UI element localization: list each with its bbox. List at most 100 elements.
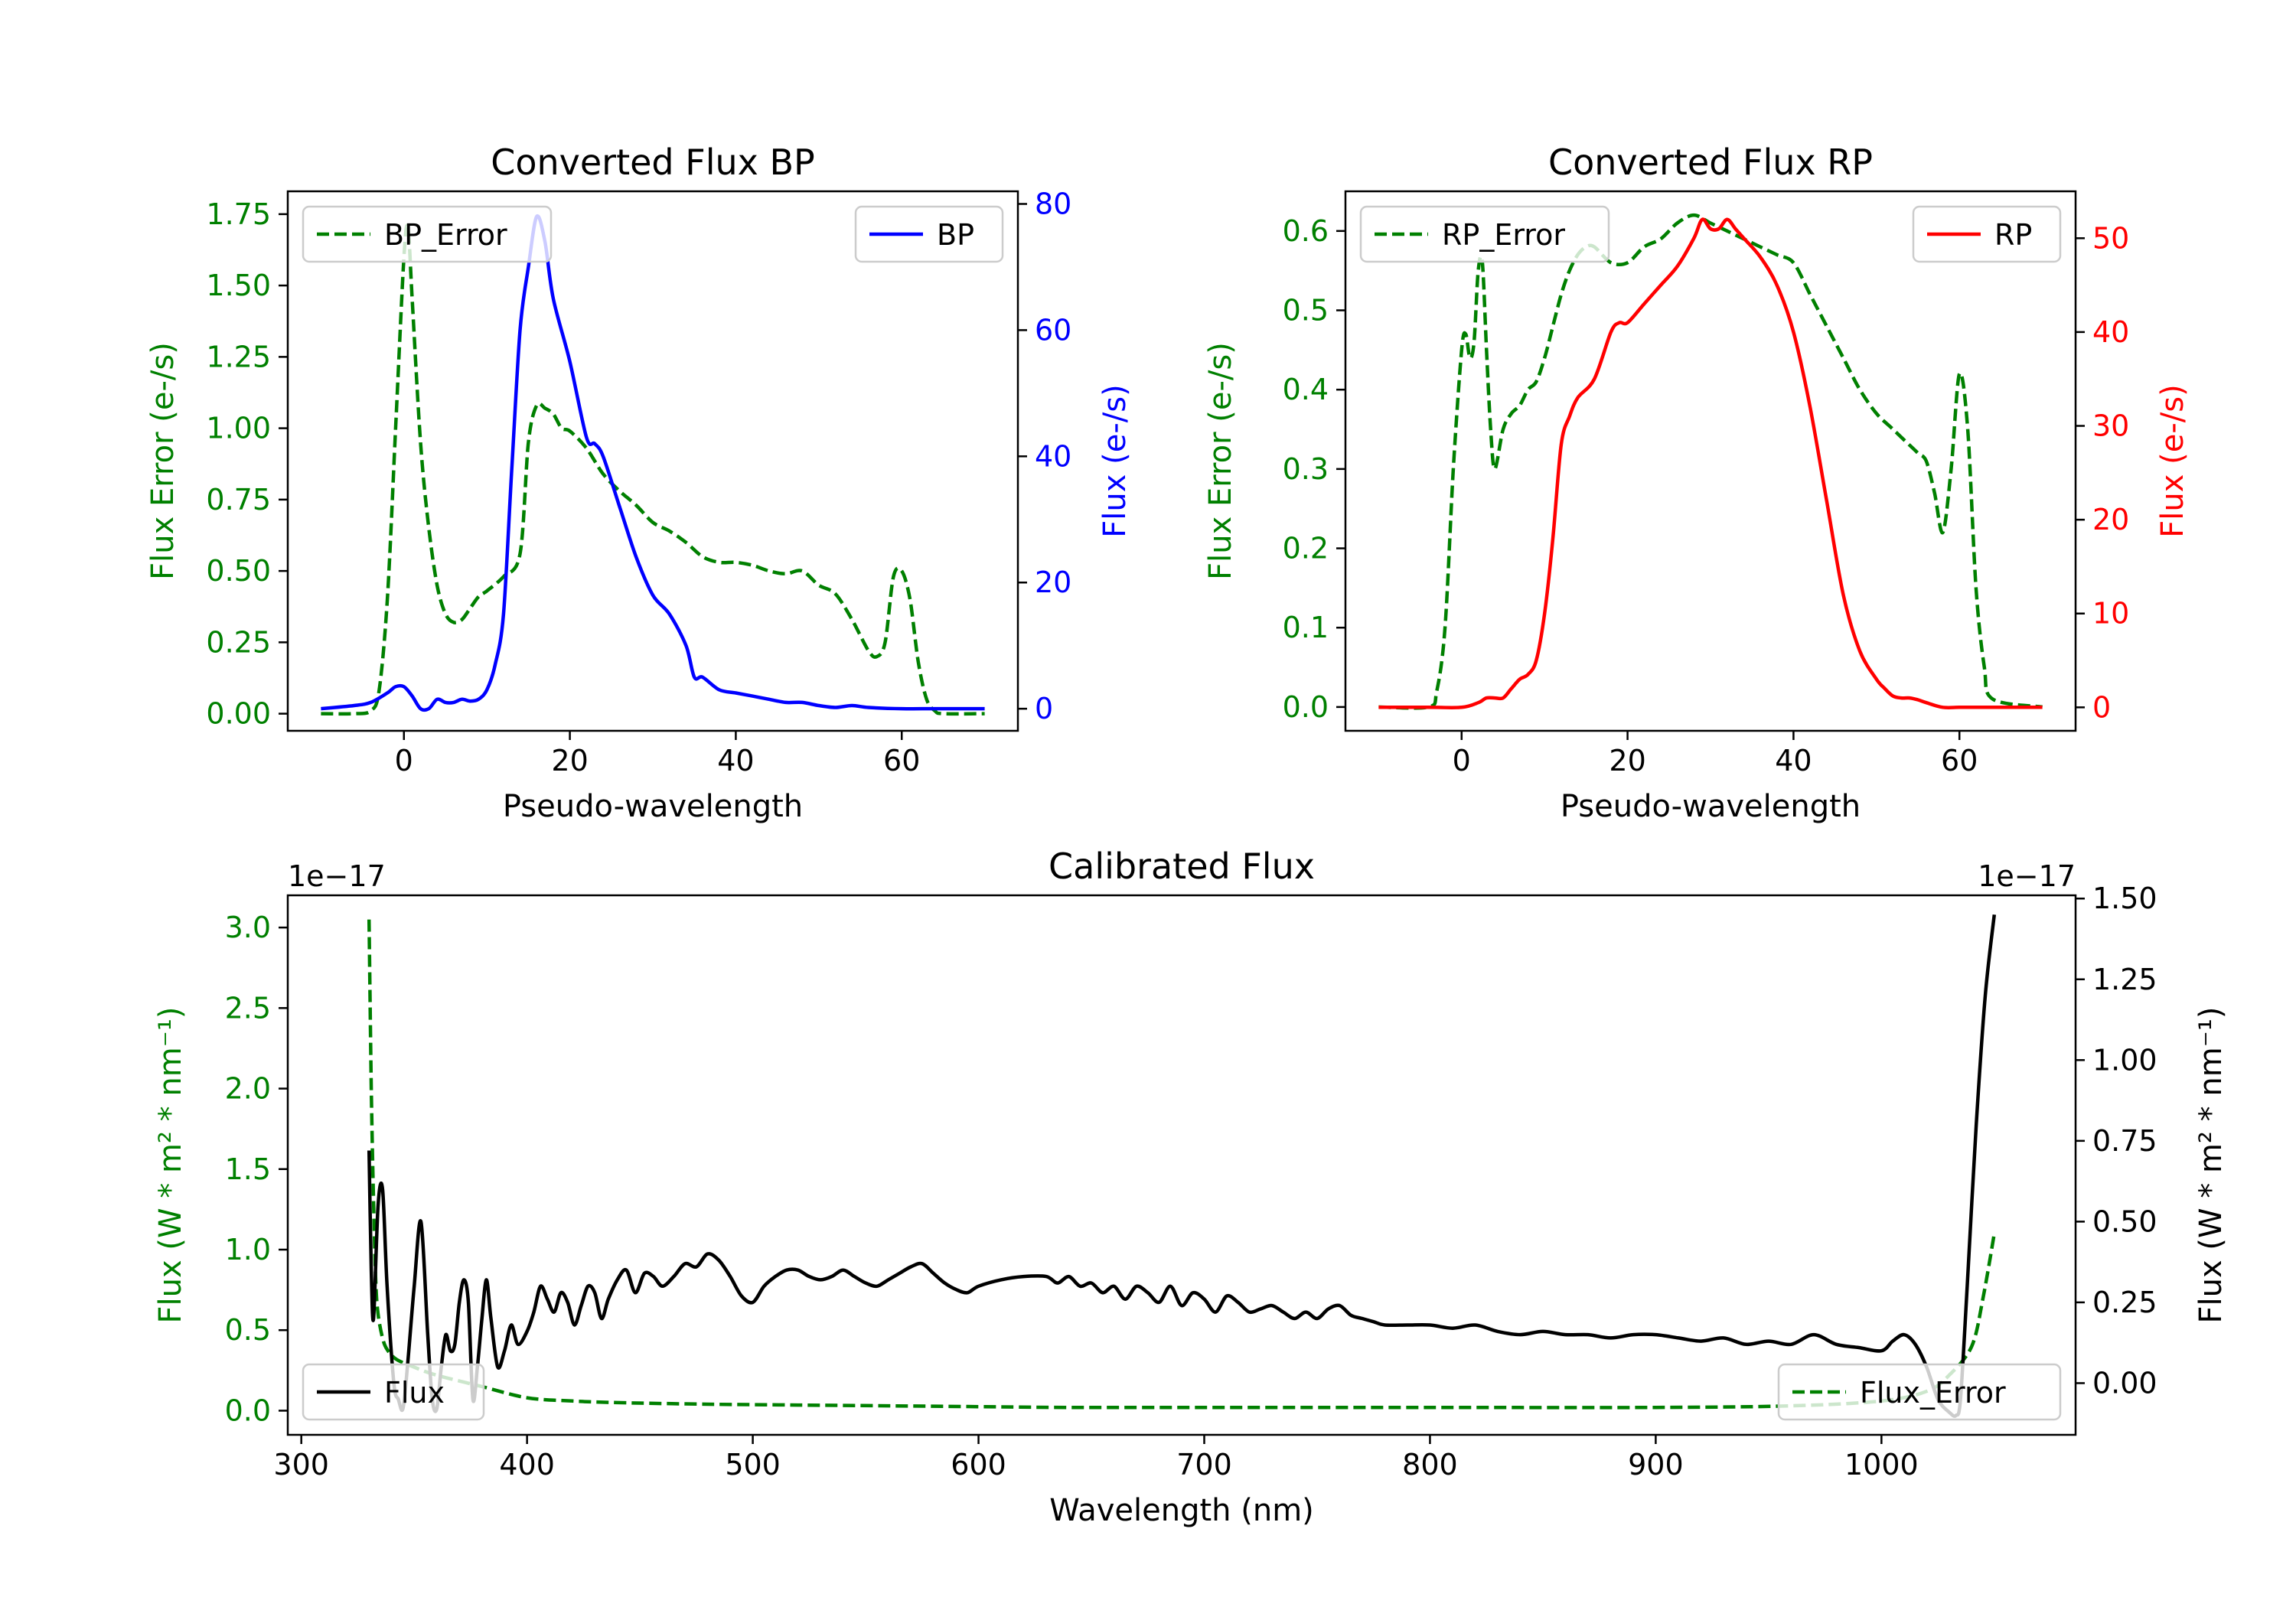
y-left-tick-label: 0.00 bbox=[206, 697, 271, 731]
chart-calibrated: 300 400 500 600 700 800 900 1000 0.0 0.5 1.0 1.5 2.0… bbox=[153, 846, 2229, 1528]
x-tick-label: 400 bbox=[499, 1448, 555, 1482]
y-left-tick-label: 0.1 bbox=[1283, 611, 1329, 644]
y-right-tick-label: 20 bbox=[1035, 566, 1071, 599]
legend-box bbox=[302, 205, 553, 263]
chart-bp: 0 20 40 60 0.00 0.25 0.50 0.75 1.00 1.25 1.50 1.75 0… bbox=[145, 142, 1133, 824]
x-tick-label: 0 bbox=[395, 744, 413, 777]
plot-frame bbox=[286, 894, 2077, 1436]
x-tick-label: 500 bbox=[725, 1448, 781, 1482]
y-right-tick-label: 0 bbox=[1035, 692, 1053, 725]
y-left-axis-label: Flux Error (e-/s) bbox=[145, 342, 181, 580]
legend-rp: RP bbox=[1912, 205, 2062, 263]
y-left-tick-label: 1.0 bbox=[225, 1233, 271, 1266]
legend-label: RP bbox=[1994, 218, 2032, 252]
y-left-tick-label: 3.0 bbox=[225, 911, 271, 944]
y-left-tick-label: 1.75 bbox=[206, 197, 271, 231]
y-left-tick-label: 1.00 bbox=[206, 412, 271, 445]
series-line-flux-error bbox=[367, 919, 1997, 1410]
offset-right-label: 1e−17 bbox=[1978, 859, 2076, 893]
legend-bp-error: BP_Error bbox=[302, 205, 553, 263]
y-left-tick-label: 0.6 bbox=[1283, 214, 1329, 248]
y-right-tick-label: 30 bbox=[2092, 409, 2129, 443]
y-left-tick-label: 1.5 bbox=[225, 1152, 271, 1186]
y-left-tick-label: 0.3 bbox=[1283, 452, 1329, 486]
x-axis-label: Pseudo-wavelength bbox=[503, 789, 803, 824]
y-left-tick-label: 0.75 bbox=[206, 483, 271, 517]
y-left-tick-label: 0.5 bbox=[1283, 294, 1329, 328]
plot-frame bbox=[286, 190, 1019, 732]
x-tick-label: 700 bbox=[1176, 1448, 1232, 1482]
y-right-tick-label: 80 bbox=[1035, 187, 1071, 220]
y-left-tick-label: 0.5 bbox=[225, 1313, 271, 1347]
legend-box bbox=[1912, 205, 2062, 263]
legend-label: Flux_Error bbox=[1860, 1376, 2006, 1410]
y-right-axis-label: Flux (e-/s) bbox=[2155, 384, 2190, 537]
y-left-tick-label: 2.5 bbox=[225, 991, 271, 1025]
x-tick-label: 60 bbox=[883, 744, 920, 777]
y-left-tick-label: 0.0 bbox=[1283, 690, 1329, 724]
y-right-axis-label: Flux (e-/s) bbox=[1097, 384, 1133, 537]
x-tick-label: 40 bbox=[717, 744, 754, 777]
legend-label: RP_Error bbox=[1442, 218, 1565, 252]
y-left-axis-label: Flux (W * m² * nm⁻¹) bbox=[153, 1007, 188, 1324]
x-tick-label: 300 bbox=[273, 1448, 329, 1482]
y-right-tick-label: 20 bbox=[2092, 503, 2129, 536]
legend-label: Flux bbox=[384, 1376, 445, 1410]
legend-rp-error: RP_Error bbox=[1359, 205, 1610, 263]
series-line-bp bbox=[321, 214, 985, 712]
y-right-tick-label: 40 bbox=[2092, 315, 2129, 349]
y-right-tick-label: 50 bbox=[2092, 221, 2129, 255]
y-left-tick-label: 1.25 bbox=[206, 340, 271, 373]
x-tick-label: 40 bbox=[1775, 744, 1812, 777]
legend-label: BP bbox=[937, 218, 974, 252]
legend-label: BP_Error bbox=[384, 218, 507, 252]
y-right-tick-label: 1.50 bbox=[2092, 882, 2157, 915]
y-left-tick-label: 0.4 bbox=[1283, 373, 1329, 406]
x-axis-label: Pseudo-wavelength bbox=[1561, 789, 1861, 824]
series-line-bp-error bbox=[321, 223, 985, 716]
y-left-tick-label: 0.2 bbox=[1283, 532, 1329, 566]
legend-bp: BP bbox=[854, 205, 1004, 263]
y-right-tick-label: 40 bbox=[1035, 439, 1071, 473]
y-left-tick-label: 0.0 bbox=[225, 1393, 271, 1427]
legend-flux: Flux bbox=[302, 1363, 485, 1421]
offset-left-label: 1e−17 bbox=[288, 859, 386, 893]
chart-rp: 0 20 40 60 0.0 0.1 0.2 0.3 0.4 0.5 0.6 0 10 20 30 40 50 C… bbox=[1203, 142, 2190, 824]
x-tick-label: 60 bbox=[1941, 744, 1978, 777]
x-tick-label: 20 bbox=[1609, 744, 1645, 777]
legend-box bbox=[1777, 1363, 2062, 1421]
y-left-tick-label: 1.50 bbox=[206, 269, 271, 302]
y-right-tick-label: 0 bbox=[2092, 690, 2111, 724]
x-tick-label: 600 bbox=[951, 1448, 1006, 1482]
legend-box bbox=[302, 1363, 485, 1421]
y-right-tick-label: 10 bbox=[2092, 597, 2129, 631]
y-right-tick-label: 0.50 bbox=[2092, 1204, 2157, 1238]
y-right-tick-label: 60 bbox=[1035, 313, 1071, 347]
series-line-rp bbox=[1378, 217, 2043, 709]
x-tick-label: 20 bbox=[551, 744, 588, 777]
x-tick-label: 0 bbox=[1453, 744, 1471, 777]
series-line-rp-error bbox=[1378, 213, 2043, 710]
y-left-tick-label: 0.25 bbox=[206, 625, 271, 659]
y-left-tick-label: 2.0 bbox=[225, 1072, 271, 1106]
x-tick-label: 800 bbox=[1402, 1448, 1458, 1482]
y-right-tick-label: 0.00 bbox=[2092, 1366, 2157, 1400]
plot-frame bbox=[1344, 190, 2077, 732]
legend-flux-error: Flux_Error bbox=[1777, 1363, 2062, 1421]
chart-title: Converted Flux BP bbox=[491, 142, 815, 183]
y-right-tick-label: 1.25 bbox=[2092, 963, 2157, 996]
series-line-flux bbox=[367, 914, 1997, 1418]
y-right-tick-label: 1.00 bbox=[2092, 1043, 2157, 1077]
chart-title: Calibrated Flux bbox=[1049, 846, 1315, 887]
x-tick-label: 900 bbox=[1628, 1448, 1684, 1482]
y-right-axis-label: Flux (W * m² * nm⁻¹) bbox=[2193, 1007, 2229, 1324]
legend-box bbox=[1359, 205, 1610, 263]
x-axis-label: Wavelength (nm) bbox=[1049, 1493, 1314, 1528]
y-left-axis-label: Flux Error (e-/s) bbox=[1203, 342, 1238, 580]
y-right-tick-label: 0.25 bbox=[2092, 1286, 2157, 1319]
y-left-tick-label: 0.50 bbox=[206, 554, 271, 588]
chart-title: Converted Flux RP bbox=[1548, 142, 1873, 183]
x-tick-label: 1000 bbox=[1844, 1448, 1919, 1482]
y-right-tick-label: 0.75 bbox=[2092, 1124, 2157, 1158]
